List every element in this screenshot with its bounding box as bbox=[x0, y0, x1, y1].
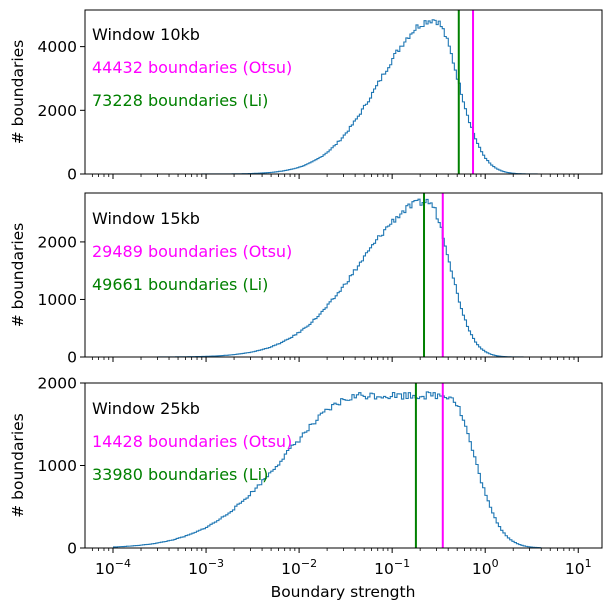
y-tick-label: 4000 bbox=[38, 38, 77, 56]
y-axis-label: # boundaries bbox=[9, 413, 27, 518]
count-annotation: 33980 boundaries (Li) bbox=[92, 465, 268, 484]
x-tick-label: 100 bbox=[472, 557, 499, 578]
y-tick-label: 0 bbox=[67, 166, 77, 184]
y-axis-label: # boundaries bbox=[9, 223, 27, 328]
y-tick-label: 1000 bbox=[38, 457, 77, 475]
count-annotation: 73228 boundaries (Li) bbox=[92, 91, 268, 110]
window-annotation: Window 25kb bbox=[92, 399, 200, 418]
histogram-series bbox=[157, 198, 542, 358]
y-tick-label: 2000 bbox=[38, 102, 77, 120]
y-tick-label: 0 bbox=[67, 349, 77, 367]
y-tick-label: 0 bbox=[67, 540, 77, 558]
window-annotation: Window 15kb bbox=[92, 209, 200, 228]
window-annotation: Window 10kb bbox=[92, 25, 200, 44]
y-tick-label: 2000 bbox=[38, 375, 77, 393]
count-annotation: 29489 boundaries (Otsu) bbox=[92, 242, 292, 261]
count-annotation: 49661 boundaries (Li) bbox=[92, 275, 268, 294]
panel-1: 0 2000 4000 # boundaries Window 10kb 44432 bo… bbox=[9, 9, 603, 184]
y-axis-label: # boundaries bbox=[9, 40, 27, 145]
count-annotation: 14428 boundaries (Otsu) bbox=[92, 432, 292, 451]
count-annotation: 44432 boundaries (Otsu) bbox=[92, 58, 292, 77]
x-tick-label: 10−2 bbox=[281, 557, 317, 578]
y-tick-label: 2000 bbox=[38, 233, 77, 251]
y-tick-label: 1000 bbox=[38, 291, 77, 309]
x-tick-label: 101 bbox=[565, 557, 592, 578]
panels: 0 2000 4000 # boundaries Window 10kb 44432 bo… bbox=[9, 9, 603, 578]
x-tick-label: 10−4 bbox=[95, 557, 131, 578]
x-tick-label: 10−3 bbox=[188, 557, 224, 578]
x-tick-label: 10−1 bbox=[374, 557, 410, 578]
histogram-series bbox=[113, 391, 542, 549]
panel-2: 0 1000 2000 # boundaries Window 15kb 29489 bo… bbox=[9, 192, 603, 367]
x-axis-label: Boundary strength bbox=[271, 583, 416, 601]
panel-3: 0 1000 2000 10−4 10−3 10−2 10−1 100 101 # boundar… bbox=[9, 375, 603, 578]
